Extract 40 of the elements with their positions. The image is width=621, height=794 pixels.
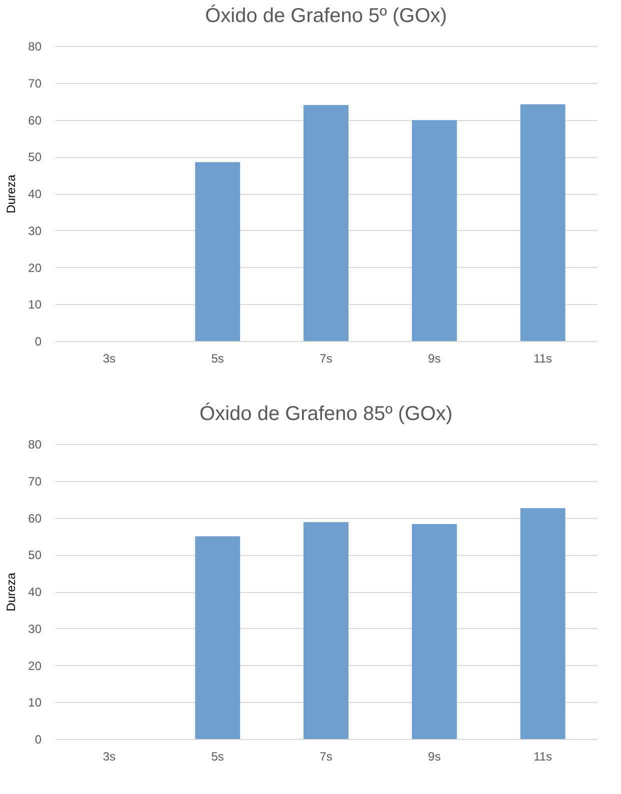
chart-title: Óxido de Grafeno 85º (GOx): [200, 402, 452, 425]
y-tick-label: 0: [34, 732, 42, 746]
x-tick-label: 7s: [320, 750, 332, 764]
x-tick-label: 3s: [102, 750, 116, 764]
bar: [412, 120, 457, 341]
bar: [520, 508, 566, 739]
x-tick-label: 11s: [534, 352, 552, 366]
x-tick-label: 3s: [102, 352, 116, 366]
y-tick-label: 70: [28, 474, 42, 488]
y-tick-label: 60: [28, 511, 42, 526]
bar: [304, 105, 348, 341]
y-tick-label: 50: [28, 150, 42, 164]
y-tick-label: 60: [28, 113, 42, 128]
y-tick-label: 0: [34, 334, 42, 348]
bar: [520, 104, 566, 341]
y-axis-title: Dureza: [4, 572, 18, 612]
y-tick-label: 30: [28, 224, 42, 238]
bar: [195, 536, 240, 739]
y-tick-label: 20: [28, 260, 42, 275]
y-tick-label: 30: [28, 622, 42, 636]
y-tick-label: 10: [28, 696, 42, 710]
x-tick-label: 7s: [320, 352, 332, 366]
y-tick-label: 40: [28, 187, 42, 201]
x-tick-label: 5s: [211, 352, 224, 366]
x-tick-label: 9s: [428, 352, 441, 366]
bar: [304, 522, 348, 739]
x-tick-label: 11s: [534, 750, 552, 764]
y-tick-label: 10: [28, 298, 42, 312]
x-tick-label: 5s: [211, 750, 224, 764]
chart-title: Óxido de Grafeno 5º (GOx): [205, 4, 447, 27]
y-axis-title: Dureza: [4, 174, 18, 214]
y-tick-label: 50: [28, 548, 42, 562]
y-tick-label: 80: [28, 40, 42, 54]
y-tick-label: 40: [28, 585, 42, 599]
bar: [195, 162, 240, 341]
y-tick-label: 20: [28, 658, 42, 673]
x-tick-label: 9s: [428, 750, 441, 764]
y-tick-label: 70: [28, 76, 42, 90]
bar: [412, 524, 457, 739]
y-tick-label: 80: [28, 438, 42, 452]
